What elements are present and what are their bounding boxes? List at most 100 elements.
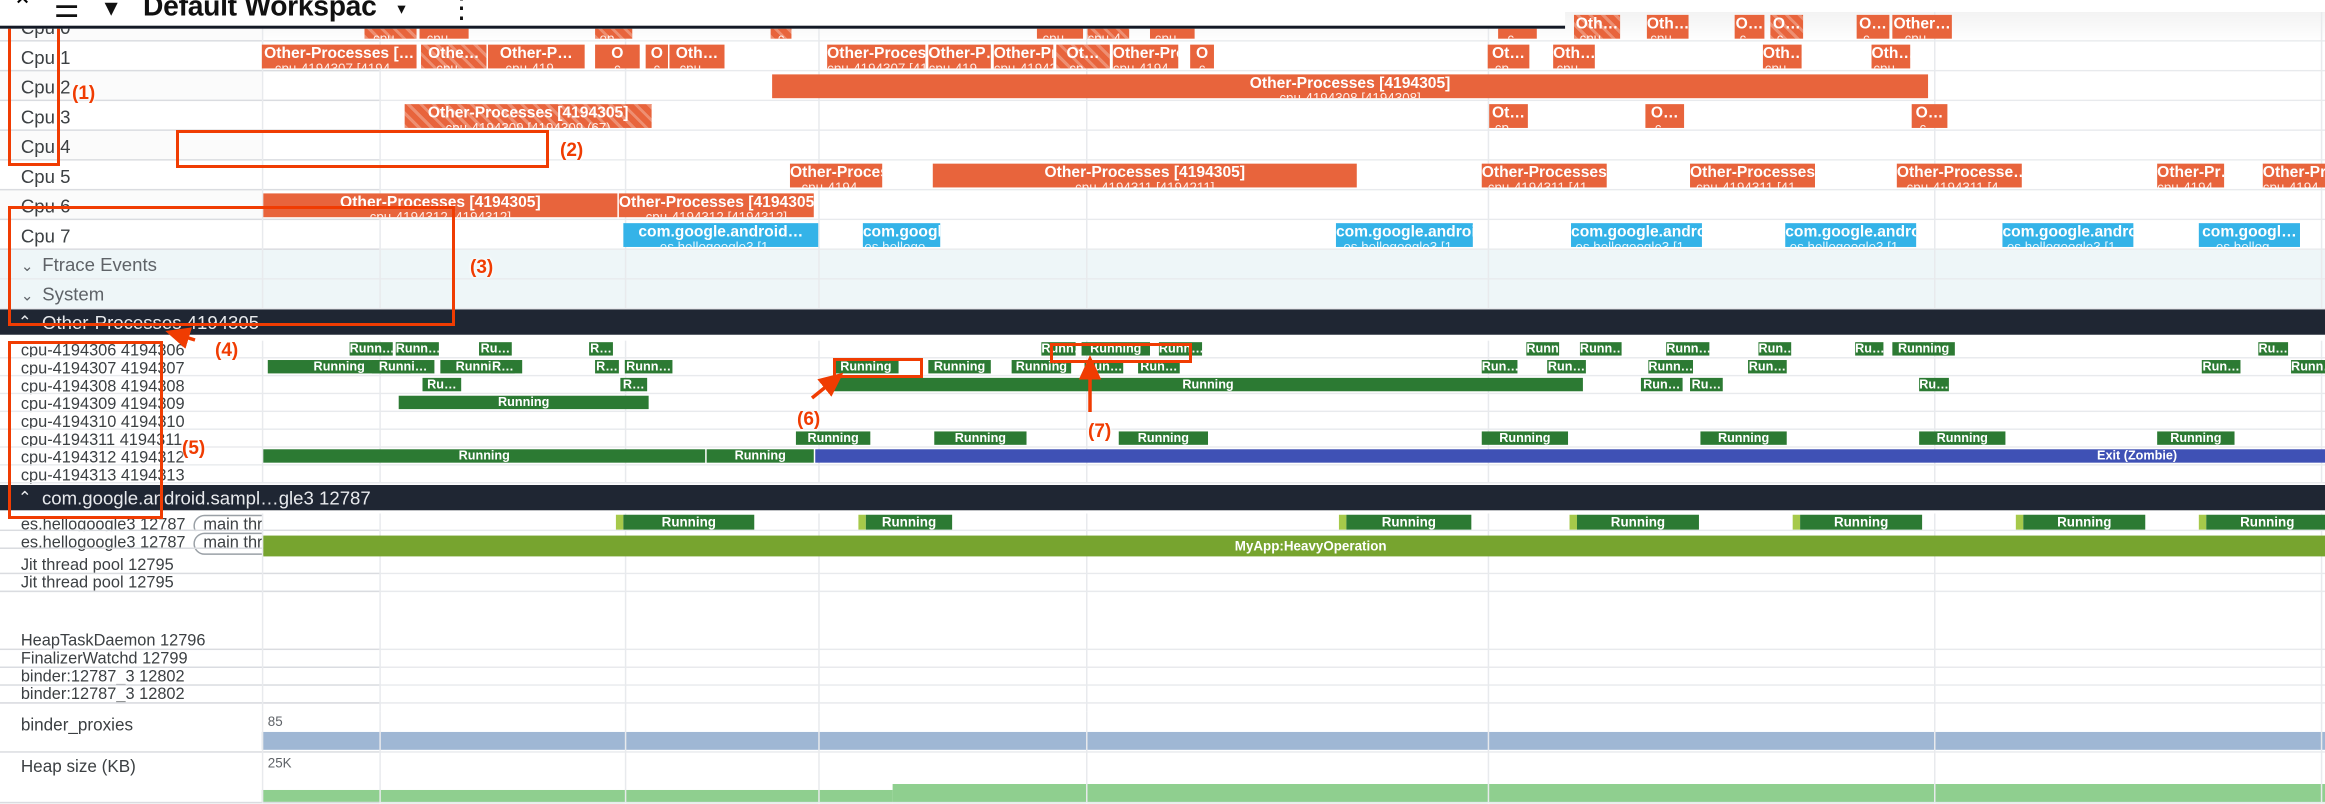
cpu-track-canvas[interactable] <box>261 220 2325 250</box>
thread-state-slice[interactable]: Runn… <box>1158 342 1203 356</box>
thread-state-slice[interactable]: Running <box>623 514 755 530</box>
thread-track-row[interactable]: cpu-4194307 4194307 <box>0 358 2325 377</box>
cpu-slice[interactable]: Other-Processes [4194305]cpu-4194308 [41… <box>772 74 1929 99</box>
thread-state-slice[interactable]: Running <box>1081 342 1150 356</box>
thread-track-row[interactable]: binder:12787_3 12802 <box>0 685 2325 704</box>
chevron-up-icon[interactable]: ⌃ <box>17 489 32 508</box>
thread-state-slice[interactable]: Running <box>833 377 1583 392</box>
thread-state-slice[interactable]: R… <box>595 360 619 374</box>
cpu-slice[interactable]: Other-Pro…cpu-4194… <box>1112 44 1179 69</box>
cpu-slice[interactable]: Other-Processes…cpu-4194311 [41… <box>1481 163 1607 188</box>
chevron-icon[interactable]: ⌄ <box>20 258 34 276</box>
thread-state-slice[interactable]: Running <box>1481 431 1569 445</box>
thread-canvas[interactable] <box>261 358 2325 377</box>
cpu-track-row[interactable]: Cpu 7 <box>0 220 2325 250</box>
cpu-slice[interactable]: Other…cpu… <box>1892 14 1952 39</box>
thread-track-row[interactable]: cpu-4194309 4194309 <box>0 394 2325 413</box>
thread-track-row[interactable]: FinalizerWatchd 12799 <box>0 650 2325 668</box>
cpu-slice[interactable]: Other-Processes [4194305]cpu-4194312 [41… <box>263 193 618 218</box>
cpu-slice[interactable]: Other-P…cpu-419… <box>487 44 585 69</box>
cpu-slice[interactable]: O…c… <box>1734 14 1765 39</box>
thread-state-slice[interactable]: Run… <box>1138 360 1180 374</box>
hamburger-icon[interactable]: ☰ <box>53 0 80 24</box>
cpu-slice[interactable]: com.google.androi…es.hellogoogle3 [1… <box>1571 223 1702 247</box>
thread-state-slice[interactable]: Run… <box>1481 360 1518 374</box>
chevron-up-icon[interactable]: ⌃ <box>17 313 32 332</box>
slice-async[interactable]: MyApp:HeavyOperation <box>263 535 2325 557</box>
thread-state-slice[interactable]: Runn… <box>1041 342 1076 356</box>
thread-state-slice[interactable] <box>1792 514 1801 530</box>
thread-state-slice[interactable]: Running <box>263 449 706 463</box>
thread-state-slice[interactable]: Running <box>833 360 899 374</box>
thread-canvas[interactable] <box>261 465 2325 484</box>
cpu-slice[interactable]: Other-Processe…cpu-4194311 [4… <box>1896 163 2022 188</box>
thread-state-slice[interactable]: Run… <box>1758 342 1792 356</box>
thread-state-slice[interactable]: Ru… <box>2258 342 2289 356</box>
thread-track-row[interactable]: es.hellogoogle3 12787 main thread <box>0 513 2325 538</box>
thread-canvas[interactable] <box>261 667 2325 686</box>
thread-state-slice[interactable]: Running <box>1118 431 1209 445</box>
thread-state-slice[interactable]: Running <box>1011 360 1072 374</box>
thread-state-slice[interactable]: R… <box>620 377 648 392</box>
chevron-down-icon[interactable]: ▾ <box>397 0 406 18</box>
thread-state-slice[interactable]: Running <box>928 360 991 374</box>
thread-track-row[interactable]: HeapTaskDaemon 12796 <box>0 632 2325 651</box>
thread-canvas[interactable] <box>261 429 2325 448</box>
cpu-slice[interactable]: Oth…cpu… <box>1762 44 1802 69</box>
thread-state-slice[interactable] <box>1569 514 1577 530</box>
thread-state-slice[interactable]: Runn… <box>2291 360 2325 374</box>
chevron-icon[interactable]: ⌄ <box>20 288 34 305</box>
thread-state-slice[interactable] <box>858 514 866 530</box>
thread-state-slice[interactable]: Ru… <box>479 342 512 356</box>
filter-icon[interactable]: ▼ <box>100 0 123 21</box>
thread-canvas[interactable] <box>261 340 2325 359</box>
cpu-slice[interactable]: Oth…cpu… <box>1646 14 1689 39</box>
thread-state-slice[interactable]: Running <box>706 449 814 463</box>
thread-state-slice[interactable]: Run… <box>1084 360 1124 374</box>
thread-track-row[interactable]: cpu-4194310 4194310 <box>0 412 2325 431</box>
cpu-slice[interactable]: Other-P…cpu-419… <box>928 44 991 69</box>
thread-state-slice[interactable]: Running <box>398 395 649 410</box>
thread-track-row[interactable]: cpu-4194313 4194313 <box>0 465 2325 484</box>
thread-track-row[interactable]: Jit thread pool 12795 <box>0 556 2325 575</box>
thread-state-slice[interactable] <box>1338 514 1347 530</box>
thread-state-slice[interactable]: Running <box>2023 514 2146 530</box>
thread-state-slice[interactable]: Runn… <box>395 342 439 356</box>
thread-state-slice[interactable]: Exit (Zombie) <box>815 449 2325 463</box>
cpu-slice[interactable]: O…c… <box>1645 104 1685 128</box>
thread-canvas[interactable] <box>261 650 2325 668</box>
thread-state-slice[interactable]: Running <box>1700 431 1787 445</box>
thread-canvas[interactable] <box>261 632 2325 651</box>
cpu-slice[interactable]: com.google…es.hellogo… <box>862 223 941 247</box>
cpu-slice[interactable]: Other-Processes [4194305]cpu-4194312 [41… <box>618 193 814 218</box>
cpu-slice[interactable]: com.google.android…es.hellogoogle3 [1… <box>2002 223 2134 247</box>
thread-state-slice[interactable]: Run… <box>1640 377 1683 392</box>
cpu-slice[interactable]: Oth…cpu… <box>669 44 725 69</box>
thread-track-row[interactable]: cpu-4194311 4194311 <box>0 429 2325 449</box>
process-group-header-b[interactable]: ⌃ com.google.android.sampl…gle3 12787 <box>0 484 2325 511</box>
cpu-slice[interactable]: Oth…cpu… <box>1871 44 1911 69</box>
cpu-slice[interactable]: com.google.android…es.hellogoogle3 [1… <box>623 223 819 247</box>
thread-state-slice[interactable]: Runn… <box>1579 342 1622 356</box>
cpu-slice[interactable]: Other-Pr…cpu-4194… <box>2262 163 2325 188</box>
thread-state-slice[interactable]: Run… <box>1748 360 1787 374</box>
cpu-slice[interactable]: O…c… <box>1770 14 1804 39</box>
cpu-slice[interactable]: Oth…cpu… <box>1573 14 1621 39</box>
cpu-slice[interactable]: Other-Pro…cpu-41943… <box>993 44 1054 69</box>
thread-state-slice[interactable] <box>2198 514 2207 530</box>
thread-state-slice[interactable]: Running <box>934 431 1027 445</box>
cpu-slice[interactable]: Other-Processes …cpu-4194307 [419… <box>827 44 926 69</box>
cpu-track-canvas[interactable] <box>261 130 2325 161</box>
cpu-slice[interactable]: Other-Processes [4194305]cpu-4194309 [41… <box>404 104 652 128</box>
cpu-slice[interactable]: Ot…cp… <box>1056 44 1110 69</box>
thread-canvas[interactable] <box>261 574 2325 593</box>
cpu-slice[interactable]: Other-Processes […cpu-4194307 [4194… <box>261 44 417 69</box>
thread-state-slice[interactable]: Running <box>2157 431 2235 445</box>
workspace-title[interactable]: Default Workspac <box>143 0 377 23</box>
cpu-track-row[interactable]: Cpu 3 <box>0 101 2325 131</box>
thread-state-slice[interactable]: Running <box>795 431 871 445</box>
cpu-track-row[interactable]: Cpu 4 <box>0 130 2325 161</box>
thread-track-row[interactable]: cpu-4194306 4194306 <box>0 340 2325 359</box>
cpu-slice[interactable]: Oth…cpu… <box>1553 44 1595 69</box>
thread-canvas[interactable] <box>261 685 2325 704</box>
